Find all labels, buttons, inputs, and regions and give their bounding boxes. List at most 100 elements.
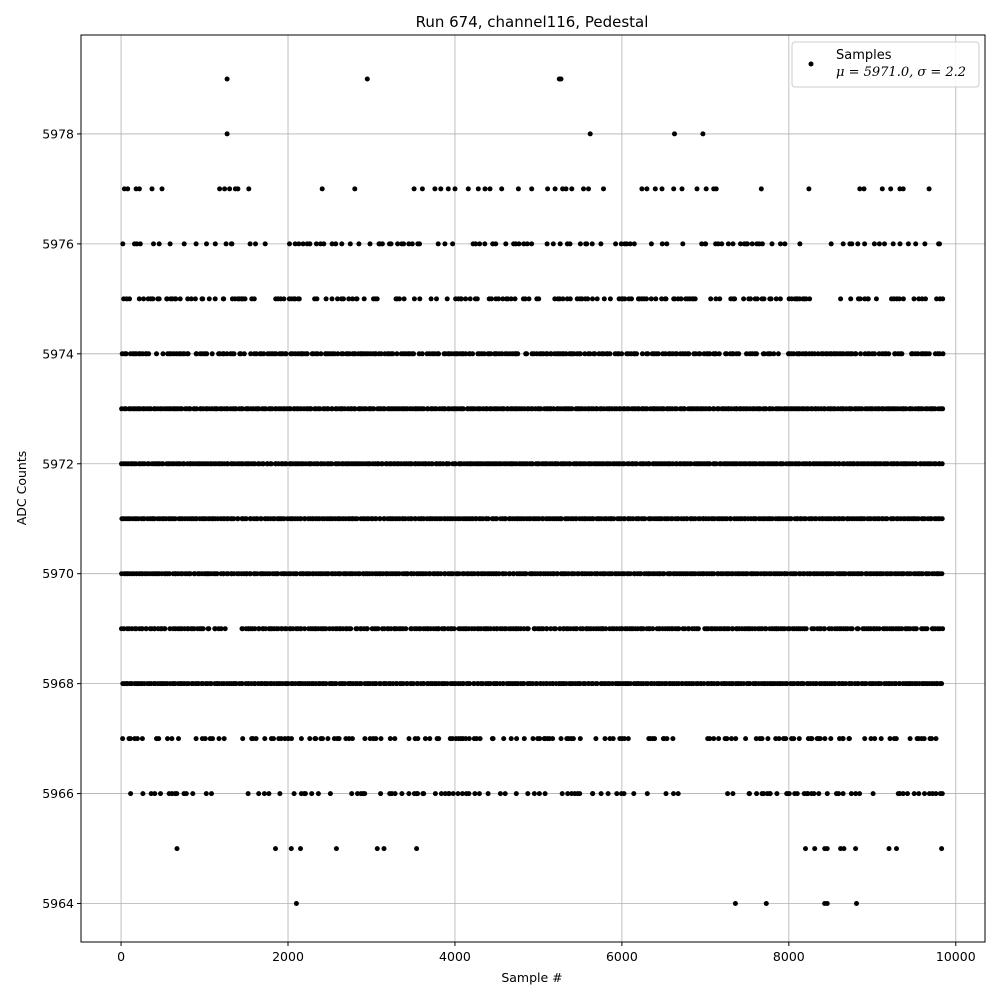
data-point [876, 241, 882, 247]
data-point [352, 406, 358, 412]
data-point [878, 736, 884, 742]
data-point [743, 736, 749, 742]
data-points [119, 76, 946, 906]
data-point [713, 186, 719, 192]
data-point [212, 626, 218, 632]
data-point [396, 571, 402, 577]
data-point [767, 791, 773, 797]
data-point [281, 516, 287, 522]
data-point [467, 296, 473, 302]
data-point [621, 791, 627, 797]
data-point [521, 736, 527, 742]
data-point [863, 681, 869, 687]
data-point [216, 736, 222, 742]
data-point [378, 736, 384, 742]
data-point [465, 186, 471, 192]
data-point [648, 296, 654, 302]
data-point [325, 736, 331, 742]
data-point [409, 241, 415, 247]
data-point [406, 736, 412, 742]
y-tick-label: 5978 [42, 126, 74, 141]
data-point [688, 461, 694, 467]
data-point [784, 571, 790, 577]
data-point [160, 351, 166, 357]
data-point [791, 736, 797, 742]
data-point [298, 846, 303, 852]
data-point [450, 241, 456, 247]
data-point [716, 351, 722, 357]
data-point [774, 791, 780, 797]
data-point [824, 846, 830, 852]
data-point [725, 241, 731, 247]
data-point [659, 241, 665, 247]
data-point [313, 241, 319, 247]
data-point [154, 351, 159, 357]
data-point [767, 351, 773, 357]
legend-series-name: Samples [836, 48, 892, 63]
data-point [587, 131, 593, 137]
data-point [390, 351, 396, 357]
data-point [871, 241, 877, 247]
data-point [664, 241, 670, 247]
axis-ticks: 0 2000 4000 6000 8000 10000 5964 5966 5968 5970 59… [42, 126, 976, 964]
data-point [125, 186, 131, 192]
data-point [302, 516, 308, 522]
data-point [296, 241, 302, 247]
data-point [323, 681, 329, 687]
data-point [784, 681, 790, 687]
data-point [313, 736, 319, 742]
data-point [594, 681, 600, 687]
data-point [417, 241, 422, 247]
data-point [268, 461, 274, 467]
data-point [598, 241, 604, 247]
data-point [717, 296, 723, 302]
data-point [771, 351, 777, 357]
data-point [908, 571, 913, 577]
data-point [298, 516, 304, 522]
data-point [801, 681, 806, 687]
data-point [849, 241, 855, 247]
data-point [417, 296, 423, 302]
data-point [224, 76, 230, 82]
data-point [761, 296, 767, 302]
data-point [780, 461, 786, 467]
data-point [672, 296, 678, 302]
data-point [242, 296, 248, 302]
data-point [263, 406, 269, 412]
data-point [570, 736, 576, 742]
data-point [200, 296, 206, 302]
data-point [419, 186, 425, 192]
data-point [628, 681, 633, 687]
data-point [340, 351, 346, 357]
data-point [940, 296, 946, 302]
data-point [174, 791, 180, 797]
data-point [554, 571, 560, 577]
data-point [260, 461, 266, 467]
data-point [127, 296, 132, 302]
data-point [335, 296, 340, 302]
data-point [627, 571, 633, 577]
data-point [846, 736, 852, 742]
y-axis-label: ADC Counts [14, 451, 29, 526]
data-point [333, 241, 339, 247]
data-point [759, 736, 765, 742]
data-point [513, 791, 519, 797]
data-point [442, 241, 448, 247]
data-point [857, 296, 863, 302]
data-point [240, 626, 245, 632]
data-point [923, 296, 928, 302]
data-point [327, 791, 333, 797]
data-point [828, 736, 834, 742]
data-point [173, 296, 179, 302]
y-tick-label: 5966 [42, 786, 74, 801]
data-point [618, 241, 624, 247]
data-point [451, 626, 457, 632]
data-point [585, 296, 591, 302]
data-point [537, 736, 543, 742]
data-point [884, 516, 890, 522]
data-point [653, 296, 659, 302]
data-point [148, 406, 154, 412]
data-point [190, 791, 196, 797]
data-point [601, 296, 607, 302]
data-point [320, 736, 325, 742]
